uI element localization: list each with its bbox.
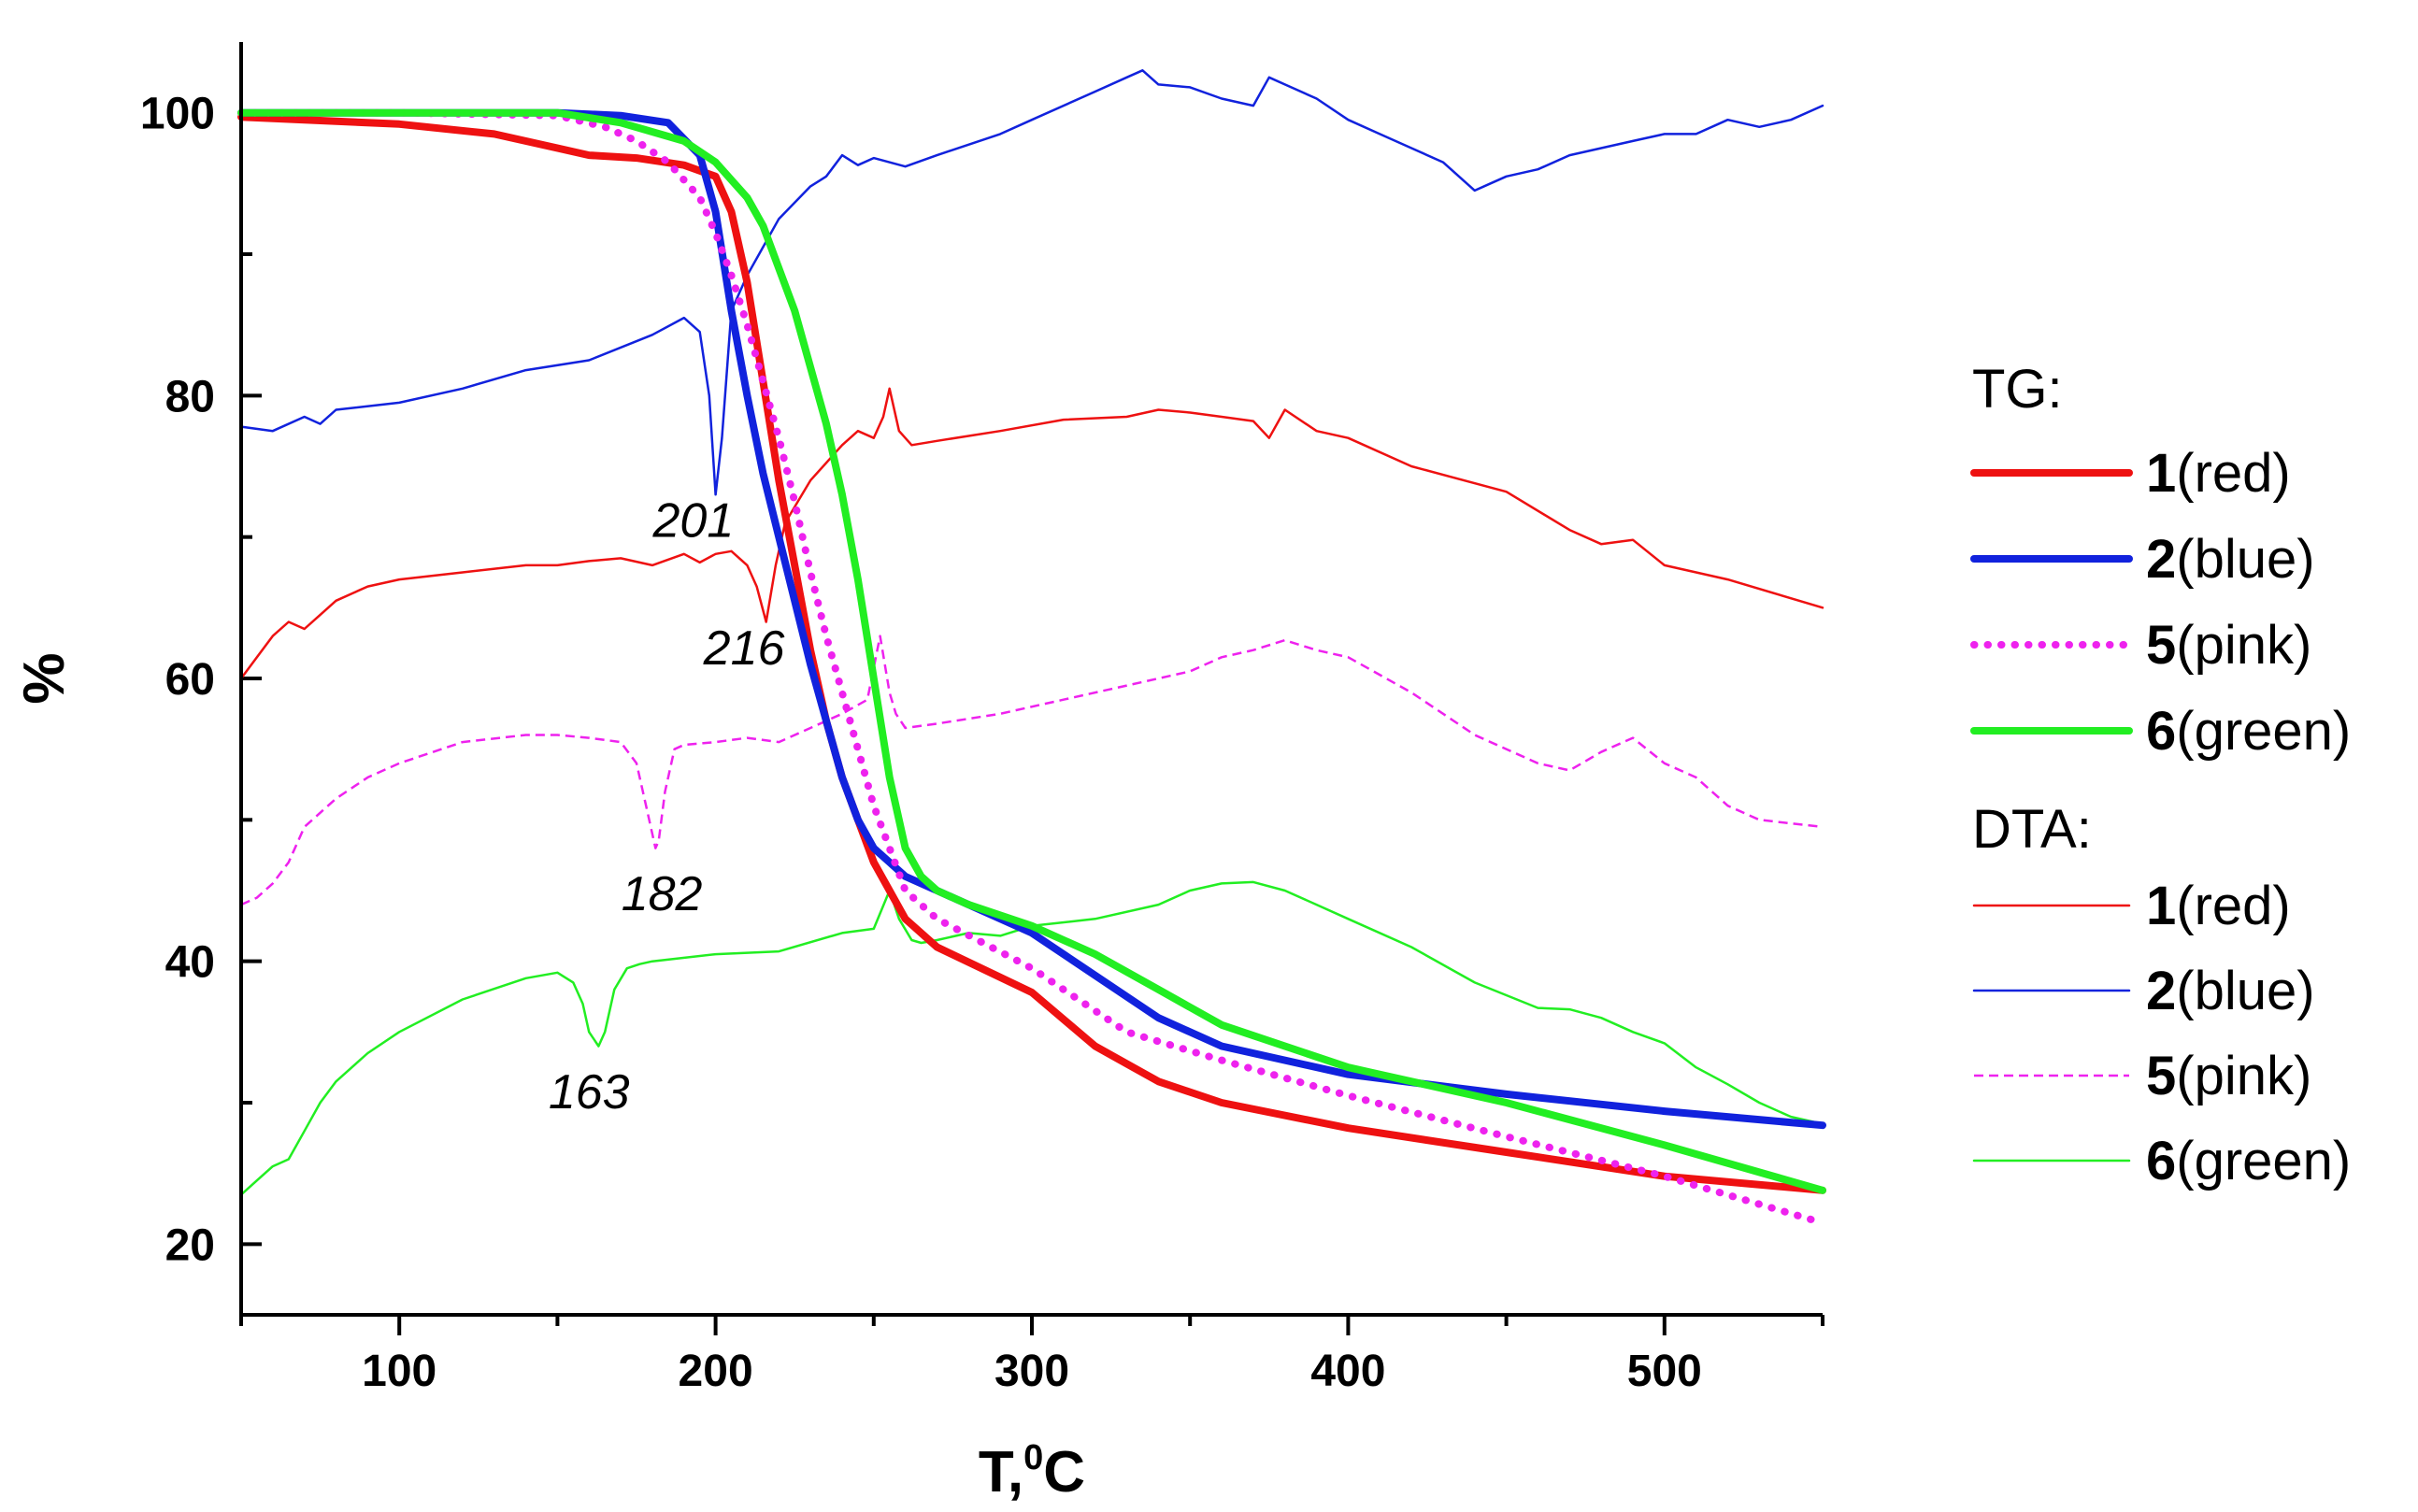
tg-series-1 <box>237 113 1826 1194</box>
legend-label-tg-1: 1(red) <box>2146 443 2291 504</box>
y-tick-label: 40 <box>165 938 215 988</box>
legend-color-name: (green) <box>2176 1131 2351 1191</box>
x-axis-title-superscript: 0 <box>1023 1438 1043 1477</box>
legend: TG: DTA: 1(red)2(blue)5(pink)6(green)1(r… <box>1970 359 2351 1191</box>
legend-color-name: (blue) <box>2176 529 2314 590</box>
legend-sample-number: 2 <box>2146 529 2176 590</box>
series-lines <box>237 69 1826 1227</box>
x-tick-label: 200 <box>679 1347 753 1396</box>
legend-sample-number: 5 <box>2146 615 2176 676</box>
axes <box>239 42 1823 1317</box>
tg-series-6 <box>237 108 1826 1194</box>
legend-label-tg-2: 2(blue) <box>2146 529 2315 590</box>
legend-label-dta-5: 5(pink) <box>2146 1046 2311 1106</box>
x-tick-label: 100 <box>362 1347 436 1396</box>
tick-marks <box>239 110 1824 1335</box>
legend-label-tg-5: 5(pink) <box>2146 615 2311 676</box>
y-tick-label: 100 <box>140 90 215 139</box>
legend-color-name: (pink) <box>2176 615 2311 676</box>
legend-sample-number: 6 <box>2146 701 2176 762</box>
x-tick-label: 500 <box>1627 1347 1702 1396</box>
legend-sample-number: 1 <box>2146 443 2176 504</box>
tg-series-5 <box>237 108 1826 1227</box>
legend-sample-number: 5 <box>2146 1046 2176 1106</box>
y-tick-label: 20 <box>165 1220 215 1270</box>
x-tick-label: 400 <box>1310 1347 1385 1396</box>
dta-series-2 <box>239 69 1824 496</box>
legend-color-name: (red) <box>2176 876 2290 936</box>
dta-series-1 <box>239 387 1824 680</box>
legend-color-name: (pink) <box>2176 1046 2311 1106</box>
legend-label-dta-2: 2(blue) <box>2146 961 2315 1021</box>
y-tick-label: 80 <box>165 372 215 421</box>
legend-label-dta-1: 1(red) <box>2146 876 2291 936</box>
legend-color-name: (red) <box>2176 443 2290 504</box>
tg-series-2 <box>237 108 1826 1130</box>
dta-series-6 <box>239 880 1824 1196</box>
x-axis-title: T,0C <box>979 1438 1085 1505</box>
dta-series-5 <box>240 635 1824 906</box>
x-axis-title-text: T, <box>979 1440 1023 1505</box>
legend-color-name: (blue) <box>2176 961 2314 1021</box>
peak-label-163: 163 <box>549 1065 630 1120</box>
peak-label-201: 201 <box>652 494 735 549</box>
legend-label-dta-6: 6(green) <box>2146 1131 2351 1191</box>
x-tick-label: 300 <box>994 1347 1069 1396</box>
legend-tg-heading: TG: <box>1972 359 2063 420</box>
tick-labels: 100 200 300 400 500 20 40 60 80 100 <box>140 90 1702 1396</box>
y-tick-label: 60 <box>165 655 215 705</box>
peak-label-216: 216 <box>703 621 785 676</box>
legend-color-name: (green) <box>2176 701 2351 762</box>
peak-label-182: 182 <box>622 867 703 921</box>
peak-annotations: 201 216 182 163 <box>549 494 785 1120</box>
y-axis-title: % <box>12 652 77 704</box>
x-axis-title-unit: C <box>1043 1440 1085 1505</box>
legend-sample-number: 6 <box>2146 1131 2176 1191</box>
legend-sample-number: 1 <box>2146 876 2176 936</box>
legend-dta-heading: DTA: <box>1972 799 2092 860</box>
legend-sample-number: 2 <box>2146 961 2176 1021</box>
legend-label-tg-6: 6(green) <box>2146 701 2351 762</box>
